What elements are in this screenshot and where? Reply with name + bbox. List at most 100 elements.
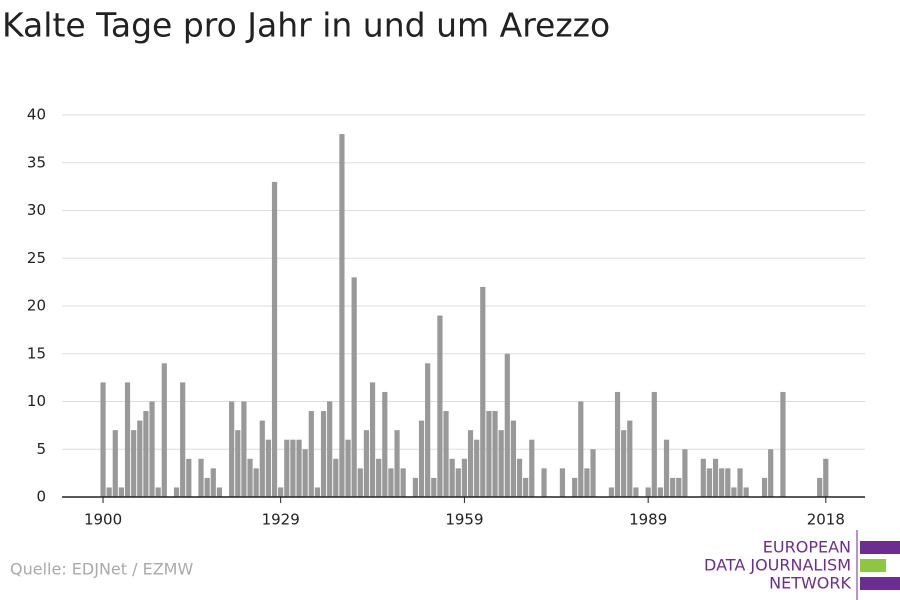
bar [345,439,351,497]
bar [474,439,480,497]
bar [124,382,131,497]
bar [186,458,192,497]
bar [314,487,321,497]
bar [700,458,706,497]
bar [706,468,713,497]
bar [155,487,161,497]
y-tick-label: 40 [27,106,46,124]
logo-text: NETWORK [769,574,851,593]
bar [210,468,216,497]
x-tick-label: 1989 [629,511,667,529]
bar [143,411,149,497]
bar [357,468,363,497]
y-tick-label: 15 [27,344,46,362]
bar [584,468,590,497]
bar [394,430,400,497]
bar [663,439,670,497]
bar [523,477,529,497]
y-tick-label: 25 [27,249,46,267]
bar [461,458,468,497]
bar [743,487,749,497]
bar [204,477,210,497]
x-tick-label: 2018 [807,511,845,529]
bar [486,411,492,497]
bar [388,468,394,497]
bar [541,468,547,497]
y-tick-label: 5 [36,440,46,458]
bar [320,411,327,497]
bar [578,401,584,497]
bar [516,458,523,497]
bar [339,134,345,497]
bar [302,449,308,497]
bar [180,382,186,497]
bar [780,391,786,497]
bar [412,477,419,497]
y-tick-label: 35 [27,153,46,171]
bar [614,391,621,497]
bar [719,468,725,497]
bar [259,420,265,497]
bar [229,401,235,497]
bar [333,458,339,497]
logo-bar [860,559,886,572]
bar [106,487,112,497]
bar [400,468,406,497]
bar [235,430,241,497]
bar [498,430,504,497]
bar [437,315,443,497]
bar [382,391,388,497]
bar [290,439,296,497]
bar [682,449,688,497]
y-tick-label: 10 [27,392,46,410]
x-tick-label: 1959 [445,511,483,529]
bar [149,401,155,497]
bar [351,277,357,497]
bar [418,420,425,497]
bar [131,430,137,497]
bar [296,439,302,497]
bar [173,487,180,497]
bar [712,458,719,497]
bar [467,430,474,497]
bar [431,477,437,497]
bar [198,458,204,497]
bar [645,487,651,497]
bar [284,439,290,497]
bar [725,468,731,497]
bar [823,458,829,497]
bar [529,439,535,497]
bar [504,353,510,497]
bar [590,449,596,497]
bar [633,487,639,497]
bar [657,487,664,497]
bar [247,458,253,497]
bar [216,487,223,497]
bar [676,477,682,497]
y-tick-label: 20 [27,297,46,315]
bar [651,391,657,497]
logo: EUROPEAN DATA JOURNALISM NETWORK [704,530,900,600]
logo-text: EUROPEAN [763,538,851,557]
bar [492,411,498,497]
bar [161,363,167,497]
bar [118,487,125,497]
bar [608,487,615,497]
bar [327,401,333,497]
bar [241,401,247,497]
source: Quelle: EDJNet / EZMW [10,560,193,579]
bar [253,468,259,497]
bar [271,181,278,497]
chart-title: Kalte Tage pro Jahr in und um Arezzo [2,6,610,45]
bar [376,458,382,497]
bar [737,468,743,497]
bar [559,468,566,497]
logo-bar [860,541,900,554]
logo-bar [860,577,900,590]
bar [443,411,449,497]
bar [480,286,486,497]
bar [817,477,823,497]
bar [369,382,376,497]
bar [112,430,118,497]
